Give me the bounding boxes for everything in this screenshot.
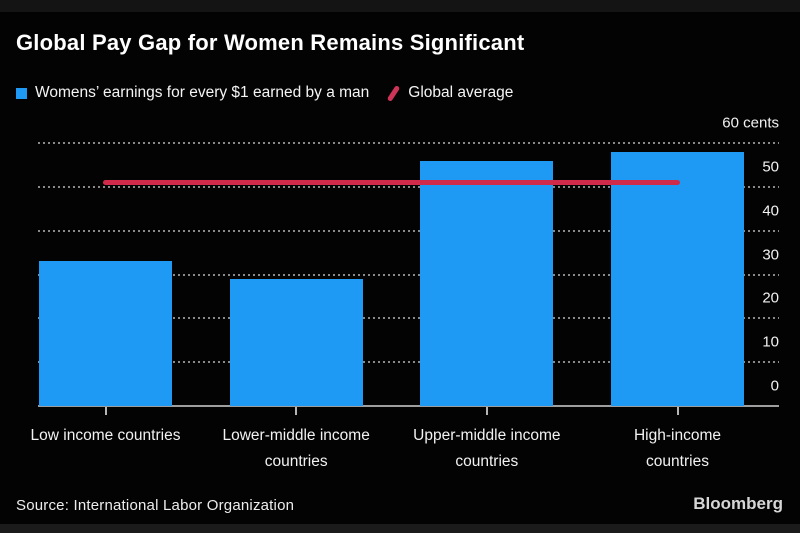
bar-series-legend-label: Womens’ earnings for every $1 earned by … xyxy=(35,84,370,101)
x-axis-label: Lower-middle income countries xyxy=(222,427,370,470)
y-axis-tick-label: 40 xyxy=(762,202,779,220)
source-text: Source: International Labor Organization xyxy=(16,497,295,514)
bar-3 xyxy=(420,160,554,406)
bar-2 xyxy=(229,278,363,406)
x-axis-tick xyxy=(295,407,298,415)
y-axis-tick-label: 20 xyxy=(762,289,779,307)
y-axis-tick-label: 0 xyxy=(770,377,779,395)
y-axis-tick-label: 30 xyxy=(762,246,779,263)
y-gridline xyxy=(38,317,779,320)
x-axis-tick xyxy=(104,407,107,415)
y-gridline xyxy=(38,273,779,276)
top-border-strip xyxy=(0,0,800,12)
average-line-legend-label: Global average xyxy=(408,84,514,101)
y-gridline xyxy=(38,185,779,188)
y-gridline xyxy=(38,229,779,232)
bar-1 xyxy=(39,261,172,406)
bar-series-swatch-icon xyxy=(16,87,27,99)
y-axis-tick-label: 50 xyxy=(762,158,779,176)
x-axis-baseline xyxy=(38,405,779,407)
x-axis-label: High-income countries xyxy=(633,427,721,470)
chart-legend: Womens’ earnings for every $1 earned by … xyxy=(16,84,513,102)
average-line-swatch-icon xyxy=(387,84,401,102)
bottom-border-strip xyxy=(0,524,800,533)
x-axis-tick xyxy=(485,407,488,415)
chart-title: Global Pay Gap for Women Remains Signifi… xyxy=(16,30,525,55)
y-axis-tick-label: 10 xyxy=(762,333,779,351)
global-average-line xyxy=(103,179,680,185)
x-axis-tick xyxy=(676,407,679,415)
plot-area: 60 cents 50 40 30 20 10 0 Low income countries L… xyxy=(31,115,779,470)
bar-4 xyxy=(611,151,744,406)
y-axis-tick-label: 60 cents xyxy=(722,114,779,132)
y-gridline xyxy=(38,361,779,364)
bloomberg-logo: Bloomberg xyxy=(693,494,783,513)
y-gridline xyxy=(38,142,779,144)
x-axis-label: Upper-middle income countries xyxy=(413,427,561,470)
x-axis-label: Low income countries xyxy=(30,427,181,444)
